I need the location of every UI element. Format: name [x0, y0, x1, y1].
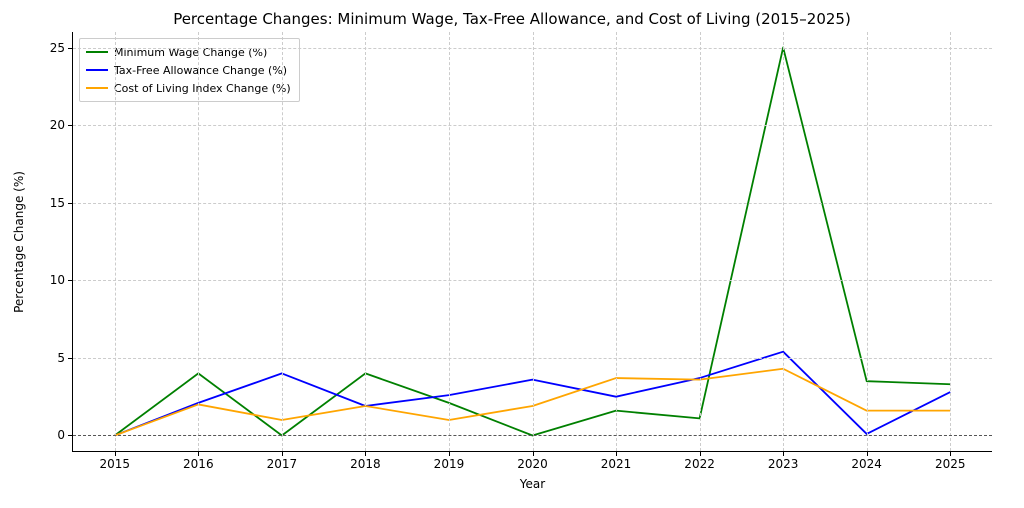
chart-title: Percentage Changes: Minimum Wage, Tax-Fr…	[0, 10, 1024, 28]
x-tick-mark	[115, 451, 116, 456]
legend-label: Cost of Living Index Change (%)	[114, 82, 291, 95]
x-axis-label: Year	[520, 477, 545, 491]
y-tick-label: 20	[50, 118, 65, 132]
y-tick-mark	[68, 358, 73, 359]
x-tick-label: 2015	[99, 457, 130, 471]
x-tick-mark	[700, 451, 701, 456]
x-tick-mark	[365, 451, 366, 456]
y-tick-label: 10	[50, 273, 65, 287]
y-tick-label: 5	[57, 351, 65, 365]
grid-line-vertical	[449, 32, 450, 451]
grid-line-vertical	[115, 32, 116, 451]
x-tick-mark	[867, 451, 868, 456]
x-tick-mark	[950, 451, 951, 456]
grid-line-vertical	[282, 32, 283, 451]
x-tick-label: 2019	[434, 457, 465, 471]
grid-line-vertical	[198, 32, 199, 451]
x-tick-label: 2023	[768, 457, 799, 471]
grid-line-vertical	[700, 32, 701, 451]
grid-line-horizontal	[73, 358, 992, 359]
x-tick-label: 2022	[684, 457, 715, 471]
x-tick-label: 2021	[601, 457, 632, 471]
x-tick-label: 2025	[935, 457, 966, 471]
zero-reference-line	[73, 435, 992, 436]
grid-line-vertical	[533, 32, 534, 451]
grid-line-vertical	[867, 32, 868, 451]
x-tick-label: 2024	[851, 457, 882, 471]
x-tick-label: 2017	[267, 457, 298, 471]
legend-swatch	[86, 51, 108, 53]
legend-label: Tax-Free Allowance Change (%)	[114, 64, 287, 77]
grid-line-vertical	[616, 32, 617, 451]
legend-row: Tax-Free Allowance Change (%)	[86, 61, 291, 79]
legend-swatch	[86, 69, 108, 71]
x-tick-label: 2018	[350, 457, 381, 471]
grid-line-vertical	[950, 32, 951, 451]
y-tick-label: 0	[57, 428, 65, 442]
x-tick-mark	[449, 451, 450, 456]
x-tick-mark	[198, 451, 199, 456]
legend-row: Minimum Wage Change (%)	[86, 43, 291, 61]
y-tick-label: 25	[50, 41, 65, 55]
grid-line-vertical	[783, 32, 784, 451]
x-tick-label: 2020	[517, 457, 548, 471]
y-tick-mark	[68, 125, 73, 126]
legend-swatch	[86, 87, 108, 89]
y-axis-label: Percentage Change (%)	[12, 171, 26, 313]
x-tick-mark	[783, 451, 784, 456]
y-tick-mark	[68, 203, 73, 204]
x-tick-mark	[282, 451, 283, 456]
y-tick-label: 15	[50, 196, 65, 210]
y-tick-mark	[68, 280, 73, 281]
plot-area: Percentage Change (%) Year Minimum Wage …	[72, 32, 992, 452]
grid-line-vertical	[365, 32, 366, 451]
grid-line-horizontal	[73, 125, 992, 126]
x-tick-mark	[533, 451, 534, 456]
legend-row: Cost of Living Index Change (%)	[86, 79, 291, 97]
chart-container: Percentage Changes: Minimum Wage, Tax-Fr…	[0, 0, 1024, 508]
grid-line-horizontal	[73, 48, 992, 49]
y-tick-mark	[68, 48, 73, 49]
grid-line-horizontal	[73, 280, 992, 281]
x-tick-label: 2016	[183, 457, 214, 471]
grid-line-horizontal	[73, 203, 992, 204]
x-tick-mark	[616, 451, 617, 456]
